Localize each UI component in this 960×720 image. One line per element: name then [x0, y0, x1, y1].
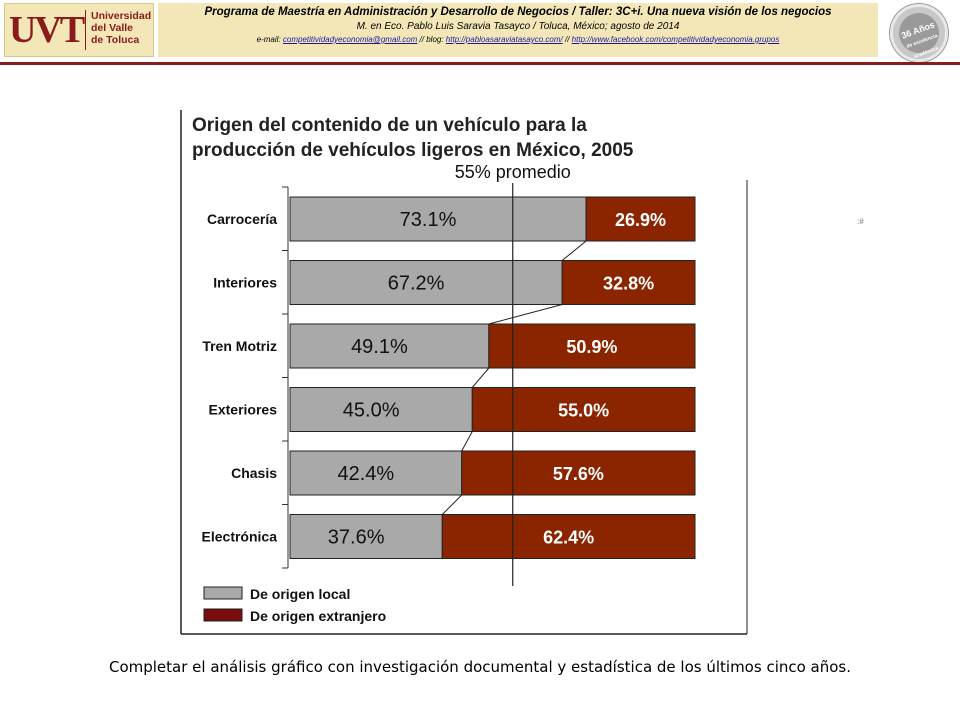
split-connector	[471, 367, 490, 388]
bar-local	[289, 514, 443, 559]
bar-foreign-value-label: 62.4%	[543, 528, 594, 548]
legend-swatch	[203, 586, 243, 600]
bar-foreign-value-label: 32.8%	[603, 274, 654, 294]
header-rule	[0, 62, 960, 65]
bar-local-value-label: 37.6%	[328, 527, 385, 549]
split-connector	[441, 494, 463, 515]
bar-foreign	[488, 323, 696, 369]
bar-foreign	[561, 260, 696, 305]
chart-title-line-2: producción de vehículos ligeros en Méxic…	[192, 140, 634, 161]
bar-local-value-label: 42.4%	[338, 463, 395, 485]
chart-title-line-1: Origen del contenido de un vehículo para…	[192, 115, 587, 136]
bar-foreign-value-label: 55.0%	[558, 401, 609, 421]
category-label: Interiores	[213, 275, 277, 291]
legend-swatch	[203, 608, 243, 622]
bar-foreign	[441, 514, 696, 559]
logo-line-3: de Toluca	[91, 34, 140, 46]
bars-group: Carrocería 73.1% 26.9% Interiores 67.2% 32.8%…	[202, 196, 696, 559]
bar-foreign-value-label: 57.6%	[553, 464, 604, 484]
category-label: Chasis	[231, 465, 277, 481]
logo-divider	[85, 10, 86, 50]
link-separator: //	[564, 35, 570, 44]
category-label: Carrocería	[207, 211, 277, 227]
bar-local-value-label: 49.1%	[351, 336, 408, 358]
email-prefix: e-mail:	[256, 35, 281, 44]
bar-local-value-label: 67.2%	[388, 273, 445, 295]
category-label: Electrónica	[202, 529, 278, 545]
bar-foreign	[585, 196, 696, 242]
slide-header: UVT Universidad del Valle de Toluca Prog…	[0, 0, 960, 62]
reference-group: 55% promedio	[455, 162, 571, 586]
split-connector	[461, 431, 473, 452]
logo-line-2: del Valle	[91, 22, 134, 34]
bar-foreign	[471, 387, 696, 432]
bar-local-value-label: 45.0%	[343, 400, 400, 422]
bar-foreign-value-label: 50.9%	[566, 337, 617, 357]
logo-name: Universidad del Valle de Toluca	[91, 10, 153, 46]
program-title: Programa de Maestría en Administración y…	[204, 6, 832, 18]
split-connector	[488, 304, 563, 325]
legend-label: De origen extranjero	[250, 608, 386, 624]
bar-local	[289, 260, 563, 305]
legend-label: De origen local	[250, 586, 350, 602]
email-link[interactable]: competitividadyeconomia@gmail.com	[282, 35, 418, 44]
logo-mark: UVT	[9, 9, 85, 51]
bar-foreign	[461, 450, 696, 496]
logo-line-1: Universidad	[91, 10, 152, 22]
header-banner: Programa de Maestría en Administración y…	[158, 3, 878, 57]
bar-local	[289, 450, 463, 496]
anniversary-badge: 36 Años de excelencia académica	[890, 4, 948, 62]
average-label: 55% promedio	[455, 162, 571, 182]
split-connector	[561, 240, 587, 261]
university-logo: UVT Universidad del Valle de Toluca	[4, 3, 154, 57]
blog-prefix: // blog:	[419, 35, 444, 44]
footer-note: Completar el análisis gráfico con invest…	[108, 658, 852, 676]
facebook-link[interactable]: http://www.facebook.com/competitividadye…	[571, 35, 780, 44]
stray-mark: :#	[857, 217, 864, 226]
bar-local-value-label: 73.1%	[400, 209, 457, 231]
connector-lines	[441, 240, 587, 515]
author-line: M. en Eco. Pablo Luis Saravia Tasayco / …	[356, 21, 680, 32]
blog-link[interactable]: http://pabloasaraviatasayco.com/	[445, 35, 563, 44]
chart-frame	[180, 110, 748, 635]
contact-line: e-mail: competitividadyeconomia@gmail.co…	[158, 33, 878, 46]
bar-foreign-value-label: 26.9%	[615, 210, 666, 230]
category-label: Tren Motriz	[202, 338, 277, 354]
category-label: Exteriores	[209, 402, 278, 418]
legend: De origen local De origen extranjero	[203, 586, 386, 624]
